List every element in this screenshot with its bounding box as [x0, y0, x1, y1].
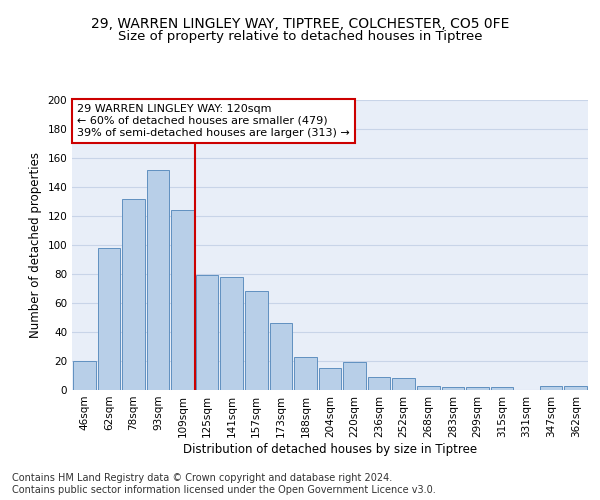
- Bar: [392, 378, 415, 390]
- Y-axis label: Number of detached properties: Number of detached properties: [29, 152, 42, 338]
- Bar: [368, 377, 391, 390]
- Bar: [417, 386, 440, 390]
- Bar: [294, 356, 317, 390]
- Bar: [73, 361, 95, 390]
- Bar: [245, 292, 268, 390]
- Bar: [466, 387, 489, 390]
- X-axis label: Distribution of detached houses by size in Tiptree: Distribution of detached houses by size …: [183, 442, 477, 456]
- Bar: [171, 210, 194, 390]
- Text: Contains HM Land Registry data © Crown copyright and database right 2024.
Contai: Contains HM Land Registry data © Crown c…: [12, 474, 436, 495]
- Text: 29 WARREN LINGLEY WAY: 120sqm
← 60% of detached houses are smaller (479)
39% of : 29 WARREN LINGLEY WAY: 120sqm ← 60% of d…: [77, 104, 350, 138]
- Text: Size of property relative to detached houses in Tiptree: Size of property relative to detached ho…: [118, 30, 482, 43]
- Bar: [122, 198, 145, 390]
- Bar: [565, 386, 587, 390]
- Bar: [269, 324, 292, 390]
- Bar: [491, 387, 514, 390]
- Text: 29, WARREN LINGLEY WAY, TIPTREE, COLCHESTER, CO5 0FE: 29, WARREN LINGLEY WAY, TIPTREE, COLCHES…: [91, 18, 509, 32]
- Bar: [343, 362, 366, 390]
- Bar: [98, 248, 120, 390]
- Bar: [220, 277, 243, 390]
- Bar: [146, 170, 169, 390]
- Bar: [319, 368, 341, 390]
- Bar: [196, 276, 218, 390]
- Bar: [540, 386, 562, 390]
- Bar: [442, 387, 464, 390]
